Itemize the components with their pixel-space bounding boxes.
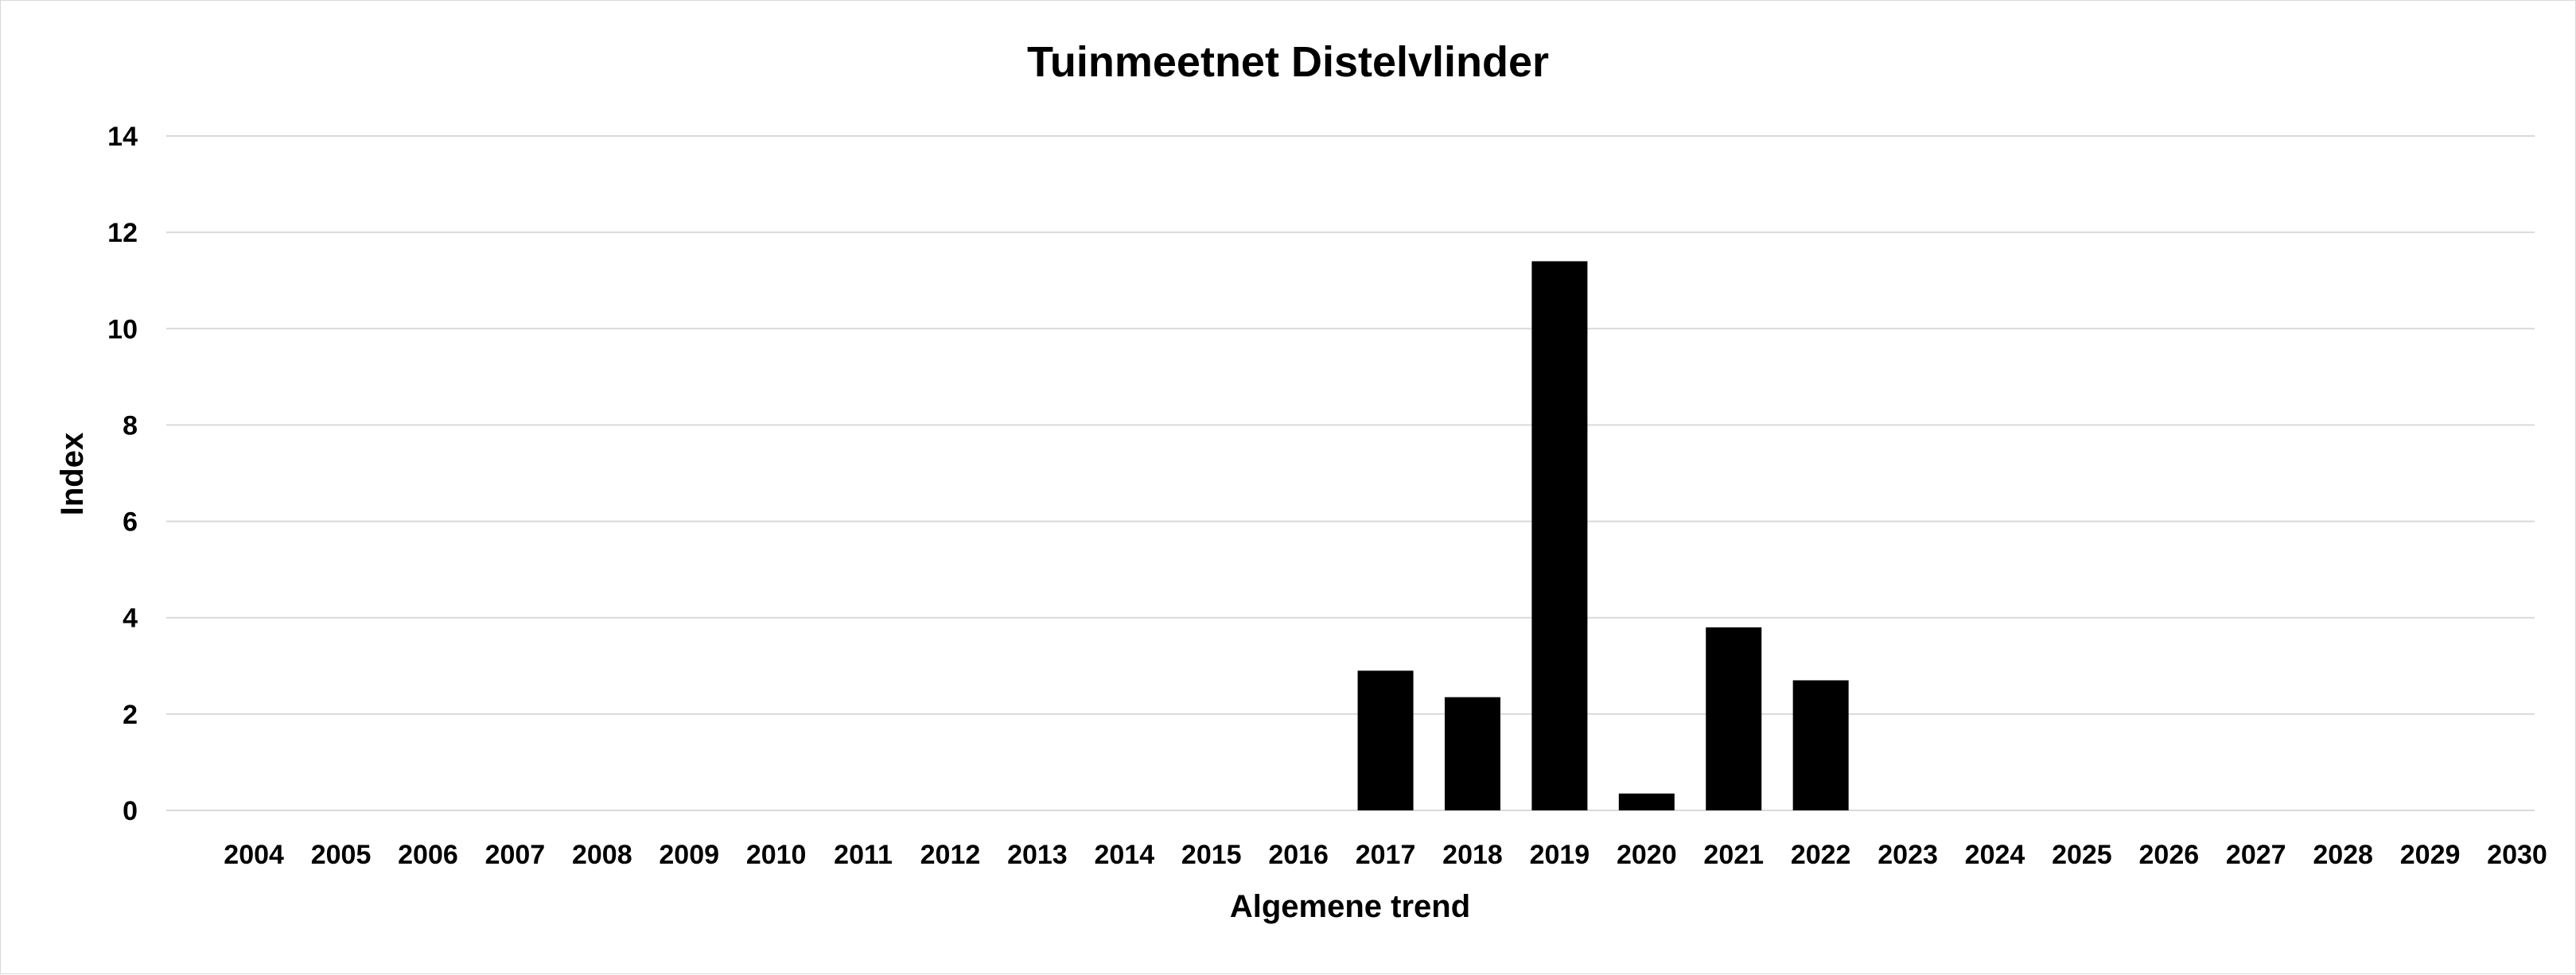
x-tick-label-2019: 2019 — [1530, 840, 1590, 870]
y-tick-label-8: 8 — [123, 410, 138, 441]
x-tick-label-2020: 2020 — [1617, 840, 1677, 870]
x-tick-label-2010: 2010 — [746, 840, 807, 870]
y-axis-title: Index — [55, 433, 90, 515]
x-tick-label-2016: 2016 — [1268, 840, 1329, 870]
gridlines — [166, 135, 2535, 811]
x-tick-label-2028: 2028 — [2313, 840, 2373, 870]
x-tick-label-2008: 2008 — [572, 840, 632, 870]
bar-2020 — [1618, 793, 1675, 810]
bar-2018 — [1444, 697, 1500, 810]
x-axis-ticks: 2004 2005 2006 2007 2008 2009 2010 2011 2012 2013… — [224, 840, 2547, 870]
x-tick-label-2017: 2017 — [1356, 840, 1416, 870]
x-tick-label-2024: 2024 — [1965, 840, 2025, 870]
x-tick-label-2030: 2030 — [2487, 840, 2547, 870]
x-tick-label-2023: 2023 — [1878, 840, 1938, 870]
y-tick-label-6: 6 — [123, 507, 138, 538]
y-tick-label-12: 12 — [107, 218, 138, 248]
x-tick-label-2022: 2022 — [1791, 840, 1851, 870]
x-axis-title: Algemene trend — [1230, 889, 1470, 924]
x-tick-label-2007: 2007 — [485, 840, 546, 870]
x-tick-label-2009: 2009 — [659, 840, 719, 870]
x-tick-label-2029: 2029 — [2400, 840, 2461, 870]
bar-2022 — [1792, 680, 1849, 810]
bar-2017 — [1357, 670, 1414, 810]
x-tick-label-2027: 2027 — [2226, 840, 2286, 870]
bar-2021 — [1706, 627, 1762, 810]
y-axis-ticks: 0 2 4 6 8 10 12 14 — [107, 122, 138, 826]
x-tick-label-2012: 2012 — [920, 840, 981, 870]
x-tick-label-2025: 2025 — [2052, 840, 2112, 870]
bar-2019 — [1531, 261, 1588, 810]
x-tick-label-2011: 2011 — [834, 840, 893, 870]
x-tick-label-2026: 2026 — [2139, 840, 2200, 870]
y-tick-label-10: 10 — [107, 314, 138, 344]
chart-title: Tuinmeetnet Distelvlinder — [1027, 38, 1549, 86]
x-tick-label-2018: 2018 — [1442, 840, 1503, 870]
y-tick-label-2: 2 — [123, 700, 138, 730]
y-tick-label-0: 0 — [123, 796, 138, 826]
x-tick-label-2021: 2021 — [1703, 840, 1764, 870]
x-tick-label-2015: 2015 — [1181, 840, 1242, 870]
x-tick-label-2014: 2014 — [1094, 840, 1154, 870]
x-tick-label-2004: 2004 — [224, 840, 284, 870]
y-tick-label-4: 4 — [123, 604, 138, 634]
bars — [1357, 261, 1849, 810]
x-tick-label-2013: 2013 — [1007, 840, 1068, 870]
x-tick-label-2006: 2006 — [398, 840, 458, 870]
x-tick-label-2005: 2005 — [311, 840, 372, 870]
y-tick-label-14: 14 — [107, 122, 138, 152]
